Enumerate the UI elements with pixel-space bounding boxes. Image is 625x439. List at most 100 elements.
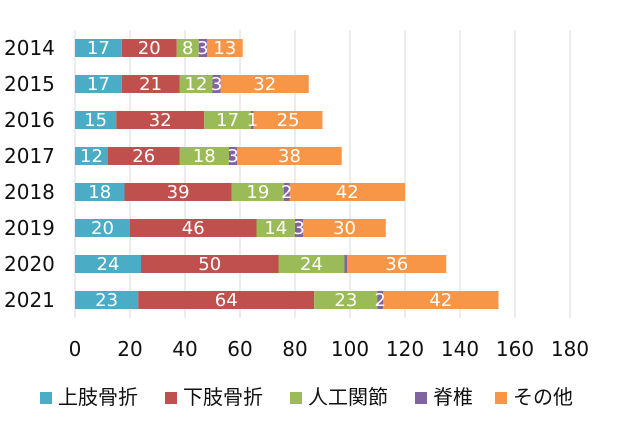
bar-segment bbox=[198, 39, 207, 57]
bar-segment bbox=[75, 219, 130, 237]
x-tick-label: 160 bbox=[496, 337, 534, 361]
category-label: 2021 bbox=[4, 288, 55, 312]
data-label: 36 bbox=[385, 254, 408, 275]
data-label: 42 bbox=[429, 290, 452, 311]
bar-segment bbox=[251, 111, 254, 129]
bar-segment bbox=[383, 291, 499, 309]
data-label: 38 bbox=[278, 146, 301, 167]
legend-swatch bbox=[415, 392, 427, 404]
data-label: 20 bbox=[91, 218, 114, 239]
bars bbox=[75, 39, 499, 309]
data-label: 17 bbox=[87, 38, 110, 59]
bar-segment bbox=[75, 291, 139, 309]
data-label: 17 bbox=[87, 74, 110, 95]
x-tick-label: 20 bbox=[117, 337, 142, 361]
data-label: 12 bbox=[185, 74, 208, 95]
bar-segment bbox=[237, 147, 342, 165]
data-label: 25 bbox=[277, 110, 300, 131]
data-label: 17 bbox=[216, 110, 239, 131]
data-label: 23 bbox=[334, 290, 357, 311]
data-label: 13 bbox=[213, 38, 236, 59]
data-label: 21 bbox=[139, 74, 162, 95]
data-label: 24 bbox=[97, 254, 120, 275]
data-label: 20 bbox=[138, 38, 161, 59]
legend-swatch bbox=[165, 392, 177, 404]
value-axis: 0 20 40 60 80 100 120 140 160 180 bbox=[69, 337, 589, 361]
data-label: 14 bbox=[264, 218, 287, 239]
bar-segment bbox=[176, 39, 199, 57]
bar-segment bbox=[231, 183, 284, 201]
bar-segment bbox=[75, 183, 125, 201]
x-tick-label: 120 bbox=[386, 337, 424, 361]
data-label: 3 bbox=[227, 146, 238, 167]
bar-segment bbox=[207, 39, 243, 57]
bar-segment bbox=[212, 75, 221, 93]
category-label: 2014 bbox=[4, 36, 55, 60]
bar-segment bbox=[121, 75, 180, 93]
bar-segment bbox=[347, 255, 447, 273]
x-tick-label: 100 bbox=[331, 337, 369, 361]
category-label: 2019 bbox=[4, 216, 55, 240]
category-label: 2017 bbox=[4, 144, 55, 168]
bar-segment bbox=[289, 183, 405, 201]
legend-label: 人工関節 bbox=[308, 385, 388, 409]
legend-swatch bbox=[290, 392, 302, 404]
bar-segment bbox=[314, 291, 378, 309]
bar-segment bbox=[278, 255, 345, 273]
legend: 上肢骨折 下肢骨折 人工関節 脊椎 その他 bbox=[40, 385, 573, 409]
legend-label: その他 bbox=[513, 385, 573, 409]
bar-segment bbox=[130, 219, 257, 237]
data-label: 3 bbox=[211, 74, 222, 95]
data-label: 32 bbox=[253, 74, 276, 95]
data-label: 1 bbox=[247, 110, 258, 131]
data-label: 42 bbox=[336, 182, 359, 203]
bar-segment bbox=[116, 111, 205, 129]
data-label: 23 bbox=[95, 290, 118, 311]
bar-segment bbox=[75, 111, 117, 129]
category-label: 2018 bbox=[4, 180, 55, 204]
bar-segment bbox=[284, 183, 290, 201]
bar-segment bbox=[220, 75, 309, 93]
category-label: 2020 bbox=[4, 252, 55, 276]
bar-segment bbox=[108, 147, 180, 165]
bar-segment bbox=[75, 147, 108, 165]
legend-label: 脊椎 bbox=[433, 385, 473, 409]
data-label: 15 bbox=[84, 110, 107, 131]
bar-segment bbox=[253, 111, 323, 129]
data-label: 2 bbox=[281, 182, 292, 203]
data-label: 2 bbox=[375, 290, 386, 311]
x-tick-label: 0 bbox=[69, 337, 82, 361]
data-label: 39 bbox=[167, 182, 190, 203]
data-label: 3 bbox=[197, 38, 208, 59]
data-label: 46 bbox=[182, 218, 205, 239]
bar-segment bbox=[121, 39, 177, 57]
x-tick-label: 80 bbox=[282, 337, 307, 361]
legend-label: 上肢骨折 bbox=[58, 385, 138, 409]
legend-swatch bbox=[40, 392, 52, 404]
bar-segment bbox=[295, 219, 304, 237]
legend-swatch bbox=[495, 392, 507, 404]
bar-segment bbox=[303, 219, 386, 237]
category-label: 2016 bbox=[4, 108, 55, 132]
data-label: 26 bbox=[132, 146, 155, 167]
bar-segment bbox=[179, 147, 229, 165]
bar-segment bbox=[141, 255, 279, 273]
data-label: 18 bbox=[193, 146, 216, 167]
data-label: 19 bbox=[246, 182, 269, 203]
category-axis: 2014 2015 2016 2017 2018 2019 2020 2021 bbox=[4, 36, 55, 312]
data-label: 32 bbox=[149, 110, 172, 131]
bar-segment bbox=[75, 75, 122, 93]
bar-segment bbox=[179, 75, 213, 93]
data-label: 12 bbox=[80, 146, 103, 167]
bar-segment bbox=[138, 291, 315, 309]
data-label: 64 bbox=[215, 290, 238, 311]
bar-segment bbox=[256, 219, 295, 237]
data-label: 30 bbox=[333, 218, 356, 239]
data-label: 24 bbox=[300, 254, 323, 275]
category-label: 2015 bbox=[4, 72, 55, 96]
data-label: 3 bbox=[293, 218, 304, 239]
bar-segment bbox=[344, 255, 348, 273]
bar-segment bbox=[229, 147, 238, 165]
